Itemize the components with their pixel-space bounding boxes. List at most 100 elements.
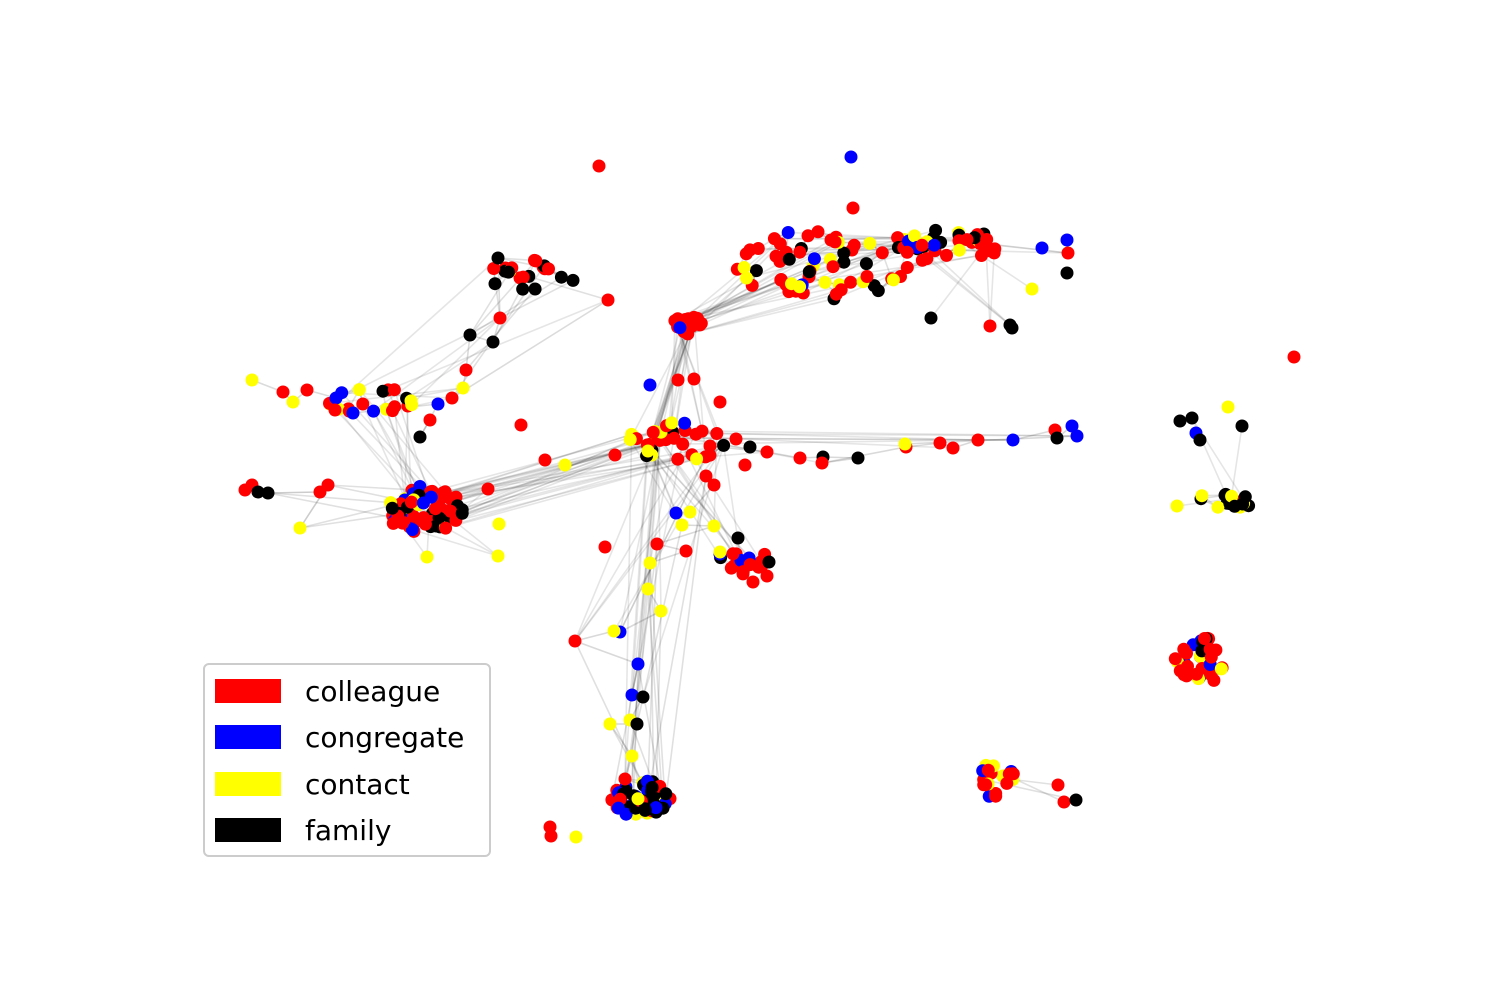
node-contact: [740, 271, 753, 285]
graph-edge: [445, 453, 693, 528]
graph-edge: [412, 528, 499, 557]
graph-edge: [649, 562, 666, 804]
node-colleague: [493, 311, 507, 325]
legend-item-congregate: congregate: [215, 717, 464, 757]
node-colleague: [428, 502, 442, 516]
node-colleague: [481, 482, 495, 496]
node-colleague: [676, 437, 690, 451]
node-family: [1050, 431, 1064, 445]
node-colleague: [396, 516, 410, 530]
node-congregate: [346, 406, 360, 420]
node-colleague: [423, 413, 437, 427]
graph-edge: [637, 434, 657, 665]
node-congregate: [669, 506, 683, 520]
node-family: [251, 485, 265, 499]
node-family: [528, 282, 542, 296]
node-congregate: [405, 523, 419, 537]
node-colleague: [699, 469, 713, 483]
legend-swatch-family: [215, 818, 281, 842]
graph-edge: [267, 491, 321, 494]
node-family: [1228, 499, 1242, 513]
graph-edge: [619, 433, 718, 633]
graph-edge: [574, 431, 662, 642]
node-contact: [631, 792, 645, 806]
node-colleague: [793, 245, 807, 259]
node-colleague: [760, 569, 774, 583]
graph-edge: [679, 262, 867, 329]
graph-edge: [334, 257, 499, 406]
node-family: [638, 802, 652, 816]
node-contact: [603, 717, 617, 731]
node-contact: [707, 519, 721, 533]
graph-edge: [1012, 778, 1059, 786]
node-contact: [690, 452, 704, 466]
graph-edge: [445, 454, 711, 529]
node-colleague: [860, 270, 874, 283]
node-colleague: [769, 249, 783, 263]
node-contact: [665, 416, 679, 430]
node-colleague: [726, 547, 740, 561]
node-congregate: [424, 490, 438, 504]
node-family: [376, 384, 390, 398]
node-colleague: [516, 270, 530, 284]
node-family: [859, 257, 873, 271]
node-contact: [625, 749, 639, 763]
legend: colleague congregate contact family: [203, 663, 491, 857]
graph-edge: [469, 267, 513, 336]
graph-edge: [749, 244, 907, 251]
node-contact: [286, 395, 300, 409]
node-colleague: [980, 233, 994, 246]
legend-item-contact: contact: [215, 764, 410, 804]
node-contact: [1214, 662, 1228, 676]
node-congregate: [431, 397, 445, 411]
node-congregate: [367, 404, 380, 418]
graph-edge: [926, 257, 1011, 326]
node-colleague: [729, 432, 743, 446]
node-colleague: [687, 310, 701, 324]
node-colleague: [689, 427, 703, 441]
node-colleague: [989, 789, 1003, 803]
node-contact: [1225, 489, 1239, 503]
node-colleague: [544, 829, 558, 843]
node-colleague: [514, 418, 528, 432]
node-family: [455, 506, 469, 520]
node-family: [385, 501, 399, 515]
node-colleague: [1173, 664, 1187, 678]
graph-edge: [391, 410, 432, 493]
node-colleague: [459, 363, 473, 377]
node-contact: [245, 373, 259, 387]
node-family: [1005, 321, 1019, 335]
node-colleague: [618, 772, 632, 786]
node-colleague: [1061, 246, 1075, 260]
node-contact: [952, 243, 966, 257]
node-colleague: [933, 436, 947, 450]
node-colleague: [891, 231, 905, 245]
node-contact: [641, 582, 655, 596]
node-colleague: [1002, 767, 1016, 781]
graph-edge: [672, 431, 979, 441]
graph-edge: [574, 433, 697, 642]
node-congregate: [649, 801, 663, 815]
graph-edge: [685, 282, 792, 321]
node-colleague: [650, 537, 664, 551]
node-colleague: [981, 763, 995, 777]
graph-edge: [687, 293, 837, 335]
node-family: [566, 273, 580, 287]
node-colleague: [811, 225, 825, 239]
node-colleague: [276, 385, 290, 399]
graph-edge: [619, 610, 662, 633]
node-congregate: [844, 150, 858, 164]
node-contact: [886, 273, 900, 287]
graph-edge: [499, 279, 574, 319]
node-family: [731, 531, 745, 545]
node-colleague: [671, 373, 685, 387]
node-contact: [1211, 500, 1225, 514]
node-contact: [785, 277, 798, 291]
node-contact: [675, 518, 689, 532]
graph-edge: [631, 445, 649, 696]
graph-edge: [619, 433, 718, 633]
legend-swatch-colleague: [215, 679, 281, 703]
node-colleague: [598, 540, 612, 554]
node-contact: [352, 383, 366, 397]
